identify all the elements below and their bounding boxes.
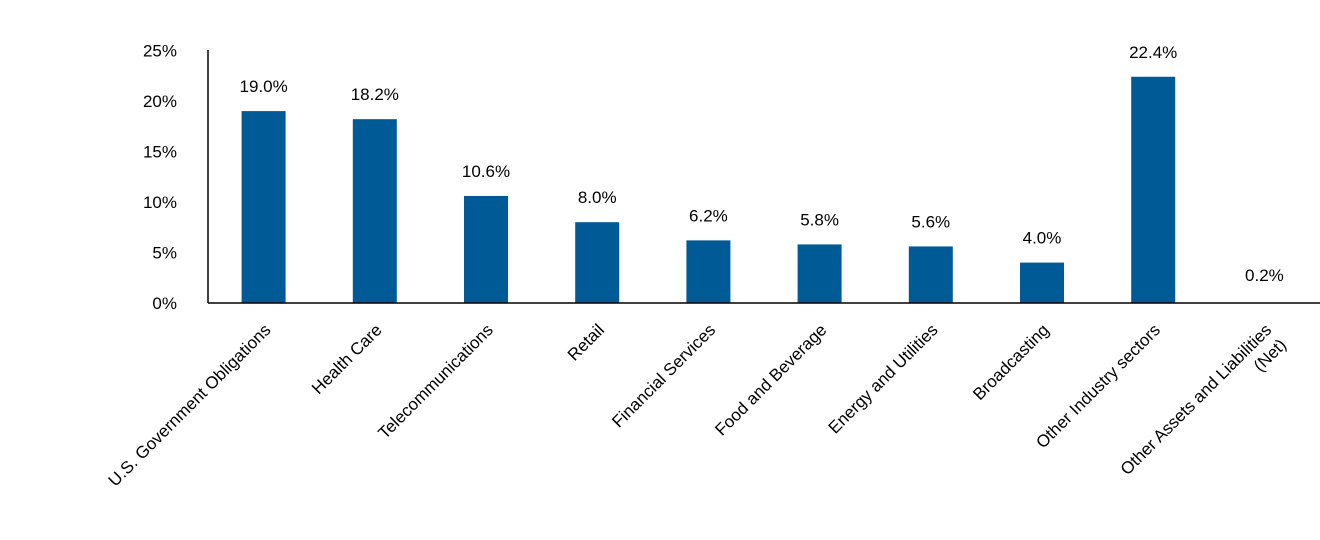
category-label: Energy and Utilities: [825, 320, 942, 437]
y-tick-label: 0%: [152, 294, 177, 313]
bar: [797, 244, 842, 303]
category-labels-group: U.S. Government Obligations Health CareTe…: [105, 320, 1290, 490]
category-label: Broadcasting: [969, 320, 1053, 404]
category-label: Health Care: [308, 320, 386, 398]
data-label: 4.0%: [1023, 229, 1062, 248]
category-label: Other Industry sectors: [1032, 320, 1164, 452]
y-tick-labels-group: 0% 5% 10% 15% 20% 25%: [143, 42, 177, 314]
bar: [1020, 262, 1064, 303]
category-label: Food and Beverage: [711, 320, 830, 439]
category-label: Telecommunications: [374, 320, 496, 442]
y-tick-label: 20%: [143, 92, 177, 111]
data-label: 5.6%: [911, 212, 950, 231]
data-label: 6.2%: [689, 206, 728, 225]
y-tick-label: 15%: [143, 143, 177, 162]
bar: [575, 222, 620, 303]
bar: [686, 240, 731, 303]
data-label: 0.2%: [1245, 266, 1284, 285]
data-label: 5.8%: [800, 210, 839, 229]
bar: [352, 119, 397, 304]
category-label: Retail: [564, 320, 608, 364]
data-labels-group: 19.0% 18.2% 10.6% 8.0% 6.2% 5.8% 5.6% 4.0% 22.4%…: [239, 43, 1283, 285]
bars-group: [241, 76, 1287, 304]
data-label: 18.2%: [351, 85, 399, 104]
bar: [241, 111, 286, 303]
bar: [1242, 300, 1287, 303]
y-tick-label: 5%: [152, 244, 177, 263]
data-label: 10.6%: [462, 162, 510, 181]
category-label: Financial Services: [608, 320, 719, 431]
data-label: 19.0%: [239, 77, 287, 96]
bar: [464, 195, 508, 303]
y-tick-label: 25%: [143, 42, 177, 61]
bar: [1131, 76, 1176, 303]
y-tick-label: 10%: [143, 193, 177, 212]
bar: [908, 246, 953, 303]
data-label: 22.4%: [1129, 43, 1177, 62]
category-label: U.S. Government Obligations: [105, 320, 275, 490]
data-label: 8.0%: [578, 188, 617, 207]
